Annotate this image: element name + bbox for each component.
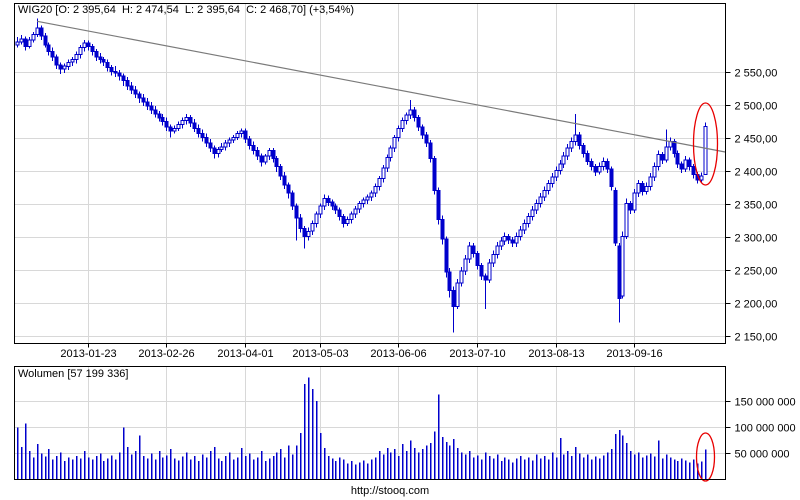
price-y-tick-label: 2 200,00 (735, 299, 778, 311)
price-y-tick-label: 2 450,00 (735, 134, 778, 146)
date-x-tick-label: 2013-02-26 (138, 348, 194, 360)
date-x-tick-label: 2013-04-01 (217, 348, 273, 360)
date-x-tick-label: 2013-05-03 (292, 348, 348, 360)
price-breakout-ellipse (692, 102, 719, 186)
resistance-trendline (37, 20, 726, 153)
watermark-url: http://stooq.com (351, 485, 429, 497)
volume-bars (16, 377, 707, 480)
price-y-tick-label: 2 300,00 (735, 233, 778, 245)
panel-frames (14, 3, 726, 480)
volume-chart-title: Wolumen [57 199 336] (18, 368, 128, 380)
price-y-tick-label: 2 250,00 (735, 266, 778, 278)
volume-spike-ellipse (695, 432, 716, 482)
date-x-tick-label: 2013-06-06 (370, 348, 426, 360)
date-x-tick-label: 2013-08-13 (528, 348, 584, 360)
volume-y-tick-label: 150 000 000 (735, 397, 796, 409)
price-candles (15, 18, 708, 333)
axis-labels: 2 550,00 2 500,00 2 450,00 2 400,00 2 350,00… (60, 68, 795, 461)
date-x-tick-label: 2013-01-23 (60, 348, 116, 360)
volume-y-tick-label: 50 000 000 (735, 449, 790, 461)
price-y-tick-label: 2 550,00 (735, 68, 778, 80)
price-y-tick-label: 2 350,00 (735, 200, 778, 212)
date-x-tick-label: 2013-07-10 (449, 348, 505, 360)
date-x-tick-label: 2013-09-16 (606, 348, 662, 360)
chart-render-root: 2 550,00 2 500,00 2 450,00 2 400,00 2 350,00… (14, 3, 796, 482)
price-y-tick-label: 2 400,00 (735, 167, 778, 179)
price-y-tick-label: 2 150,00 (735, 332, 778, 344)
price-chart-title: WIG20 [O: 2 395,64 H: 2 474,54 L: 2 395,… (18, 4, 354, 16)
volume-y-tick-label: 100 000 000 (735, 423, 796, 435)
price-y-tick-label: 2 500,00 (735, 101, 778, 113)
